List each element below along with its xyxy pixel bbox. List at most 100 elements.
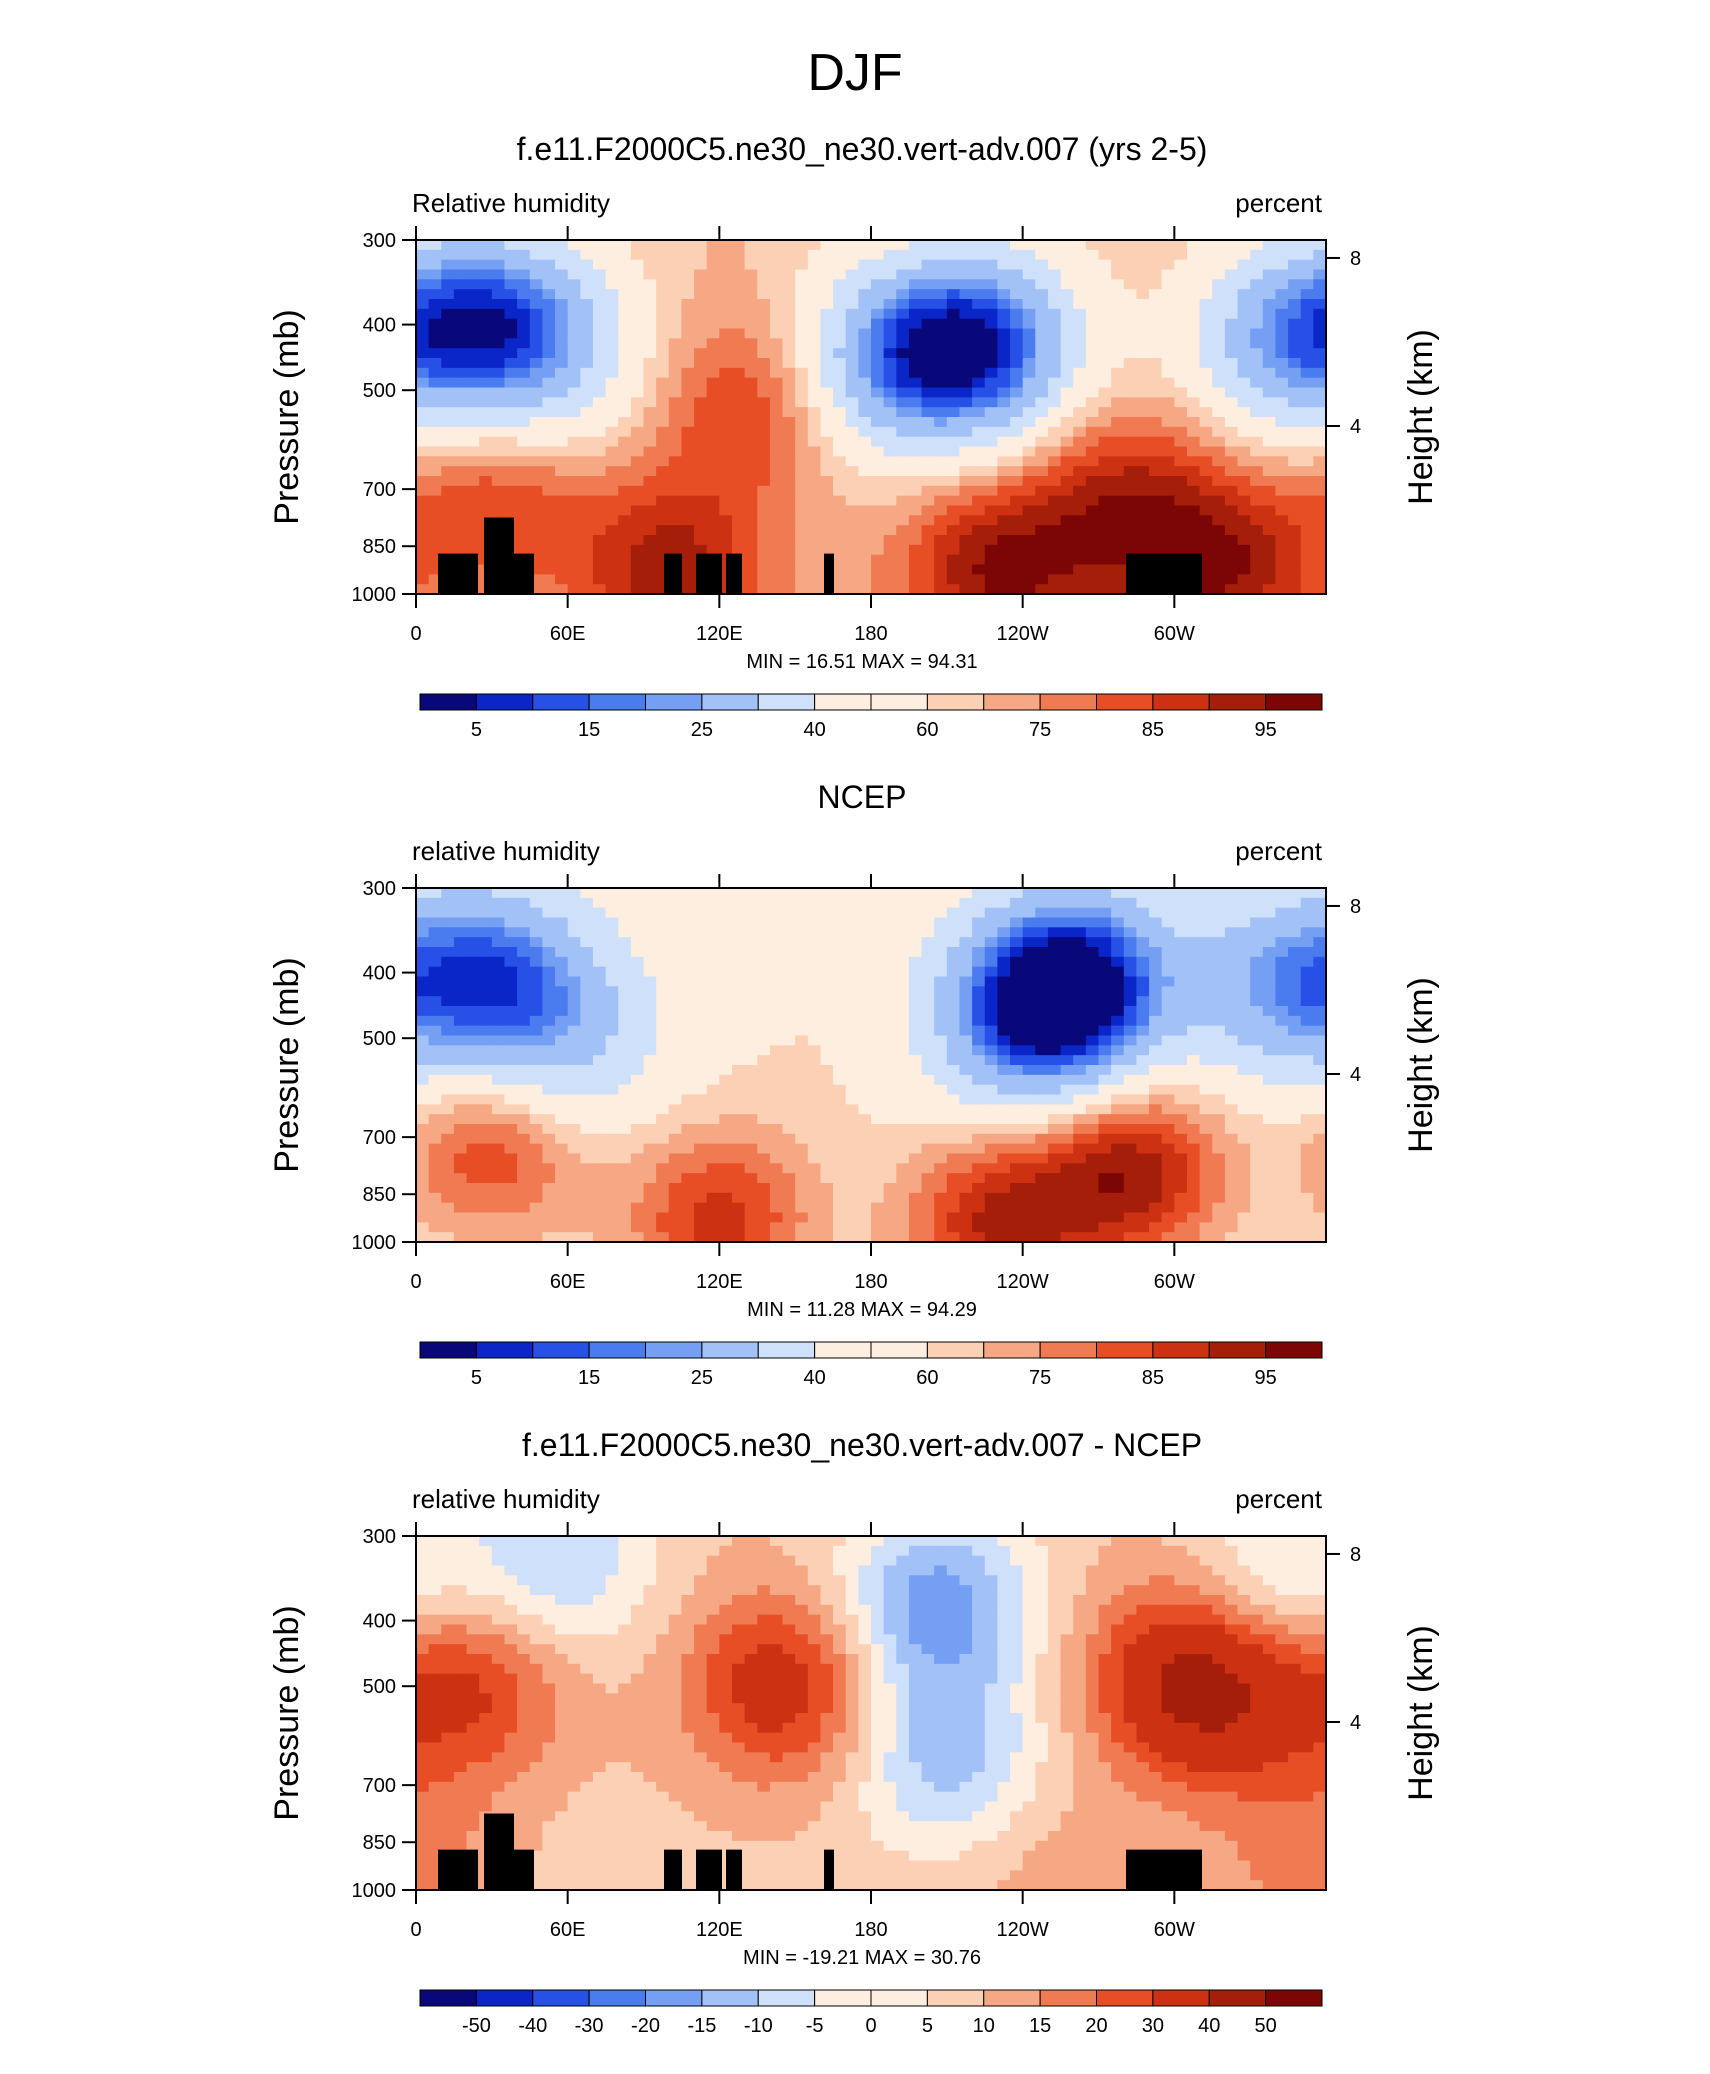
contour-cell	[1085, 318, 1100, 330]
contour-cell	[959, 986, 973, 997]
contour-cell	[1136, 249, 1150, 261]
contour-cell	[441, 1124, 455, 1135]
contour-cell	[504, 956, 518, 968]
contour-cell	[1224, 240, 1239, 251]
contour-cell	[921, 456, 935, 467]
contour-cell	[795, 299, 809, 310]
contour-cell	[567, 897, 581, 909]
contour-cell	[769, 1035, 784, 1046]
contour-cell	[466, 476, 480, 487]
contour-cell	[517, 456, 531, 467]
contour-cell	[542, 1192, 556, 1204]
contour-cell	[491, 1163, 506, 1174]
contour-cell	[972, 387, 986, 398]
contour-cell	[833, 1035, 847, 1046]
contour-cell	[1022, 279, 1036, 290]
contour-cell	[1010, 1163, 1024, 1174]
contour-cell	[1237, 358, 1251, 369]
contour-cell	[466, 1074, 480, 1086]
contour-cell	[1300, 1025, 1314, 1037]
contour-cell	[744, 1104, 758, 1115]
contour-cell	[731, 358, 746, 369]
contour-cell	[706, 456, 720, 467]
contour-cell	[466, 318, 480, 330]
contour-cell	[1186, 476, 1201, 487]
contour-cell	[946, 367, 961, 379]
contour-cell	[706, 466, 720, 477]
contour-cell	[1262, 947, 1277, 958]
contour-cell	[833, 348, 847, 359]
contour-cell	[681, 1065, 695, 1076]
contour-cell	[782, 947, 796, 958]
contour-cell	[858, 318, 872, 330]
contour-cell	[997, 897, 1011, 909]
contour-cell	[769, 377, 784, 389]
contour-cell	[681, 505, 695, 516]
contour-cell	[719, 897, 733, 909]
contour-cell	[1288, 1035, 1302, 1046]
contour-cell	[656, 574, 670, 585]
contour-cell	[858, 377, 872, 389]
contour-cell	[1212, 996, 1226, 1007]
contour-cell	[466, 1025, 480, 1037]
contour-cell	[1186, 947, 1201, 958]
contour-cell	[592, 1035, 607, 1046]
contour-cell	[782, 348, 796, 359]
contour-cell	[1174, 907, 1188, 919]
contour-cell	[984, 515, 998, 526]
contour-cell	[1212, 574, 1226, 585]
contour-cell	[795, 1006, 809, 1017]
y-axis-label: Pressure (mb)	[268, 309, 306, 524]
contour-cell	[959, 308, 973, 320]
contour-cell	[1237, 289, 1251, 300]
contour-cell	[769, 1163, 784, 1174]
contour-cell	[1313, 1163, 1327, 1174]
contour-cell	[1161, 976, 1175, 987]
contour-cell	[1073, 927, 1087, 938]
contour-cell	[833, 1065, 847, 1076]
contour-cell	[668, 269, 683, 280]
contour-cell	[466, 299, 480, 310]
contour-cell	[769, 1143, 784, 1155]
contour-cell	[1313, 318, 1327, 330]
contour-cell	[921, 1163, 935, 1174]
contour-cell	[1123, 966, 1138, 978]
contour-cell	[997, 505, 1011, 516]
contour-cell	[416, 1045, 430, 1056]
contour-cell	[744, 377, 758, 389]
contour-cell	[555, 1202, 569, 1214]
contour-cell	[731, 505, 746, 516]
contour-cell	[479, 259, 493, 271]
contour-plot: 0 60E 120E 180 120W 60W300400500700850100084P…	[268, 226, 1440, 645]
contour-cell	[630, 426, 645, 438]
contour-cell	[416, 888, 430, 899]
contour-cell	[1085, 299, 1100, 310]
contour-cell	[908, 1055, 923, 1066]
contour-cell	[504, 947, 518, 958]
contour-cell	[1085, 259, 1100, 271]
contour-cell	[1123, 515, 1138, 526]
contour-cell	[1250, 328, 1264, 339]
contour-cell	[630, 515, 645, 526]
contour-cell	[1123, 1183, 1138, 1194]
contour-cell	[1010, 1025, 1024, 1037]
contour-cell	[997, 338, 1011, 349]
contour-cell	[1060, 456, 1074, 467]
contour-cell	[453, 1104, 468, 1115]
contour-cell	[1123, 1153, 1138, 1164]
contour-cell	[567, 485, 581, 497]
contour-cell	[555, 956, 569, 968]
contour-cell	[946, 554, 961, 566]
contour-cell	[1149, 1045, 1163, 1056]
contour-cell	[1111, 976, 1125, 987]
contour-cell	[529, 1114, 543, 1125]
contour-cell	[946, 1124, 961, 1135]
contour-cell	[807, 1173, 822, 1184]
contour-cell	[997, 1173, 1011, 1184]
contour-cell	[1224, 446, 1239, 457]
contour-cell	[1022, 1173, 1036, 1184]
contour-cell	[1212, 476, 1226, 487]
contour-cell	[731, 1153, 746, 1164]
contour-cell	[1060, 1025, 1074, 1037]
contour-cell	[618, 897, 632, 909]
